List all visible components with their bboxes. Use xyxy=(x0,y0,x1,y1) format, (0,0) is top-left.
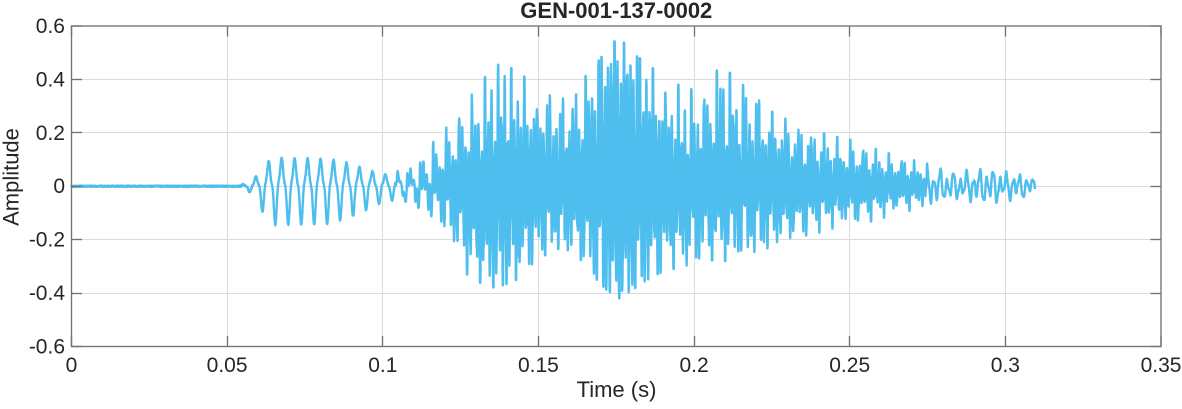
svg-text:Time (s): Time (s) xyxy=(577,377,657,402)
svg-text:GEN-001-137-0002: GEN-001-137-0002 xyxy=(520,0,712,23)
svg-text:Amplitude: Amplitude xyxy=(0,128,24,226)
svg-text:0.35: 0.35 xyxy=(1141,354,1182,377)
svg-text:0.3: 0.3 xyxy=(991,354,1020,377)
svg-text:-0.6: -0.6 xyxy=(29,336,65,359)
svg-text:0.25: 0.25 xyxy=(829,354,870,377)
svg-text:-0.4: -0.4 xyxy=(29,282,66,305)
svg-text:0.4: 0.4 xyxy=(36,68,66,91)
svg-text:-0.2: -0.2 xyxy=(29,229,65,252)
svg-text:0.2: 0.2 xyxy=(679,354,708,377)
svg-text:0.6: 0.6 xyxy=(36,15,65,38)
svg-text:0: 0 xyxy=(66,354,78,377)
svg-text:0.05: 0.05 xyxy=(207,354,248,377)
svg-text:0.2: 0.2 xyxy=(36,122,65,145)
svg-text:0.1: 0.1 xyxy=(368,354,397,377)
svg-text:0.15: 0.15 xyxy=(518,354,559,377)
svg-text:0: 0 xyxy=(53,175,65,198)
